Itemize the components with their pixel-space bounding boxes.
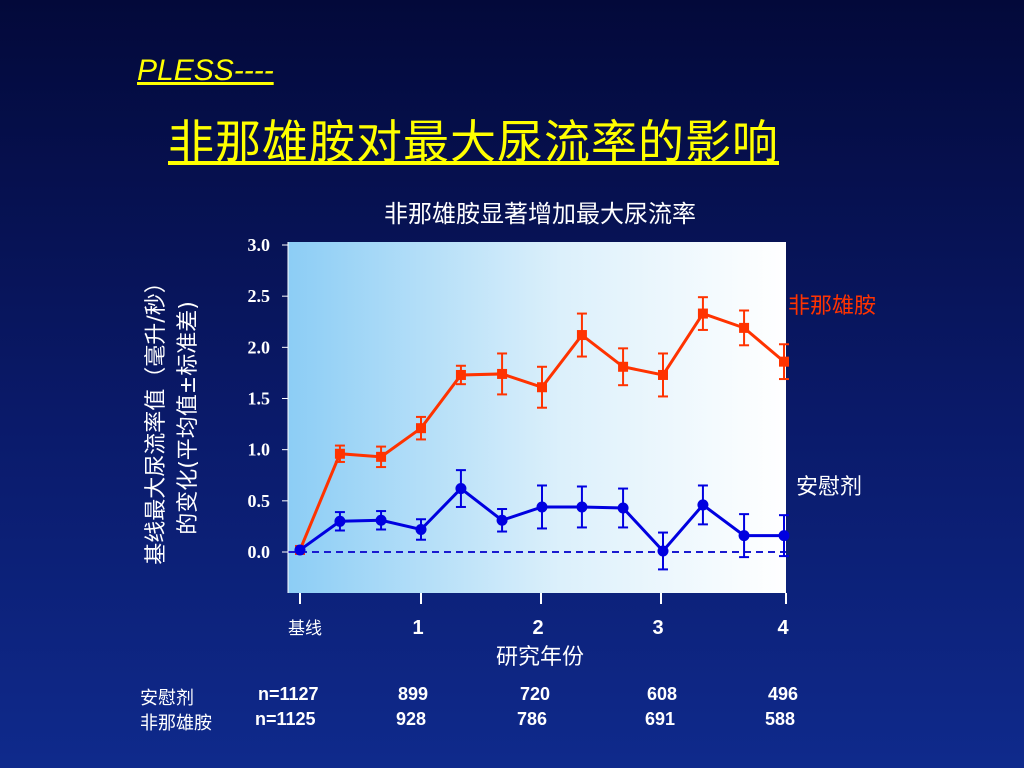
data-point bbox=[416, 423, 426, 434]
data-point bbox=[778, 530, 790, 542]
data-point bbox=[334, 448, 345, 459]
finasteride-count: 588 bbox=[765, 709, 796, 729]
x-axis-ticks: 基线 1 2 3 4 bbox=[288, 593, 789, 639]
finasteride-count: 928 bbox=[396, 709, 427, 729]
y-axis-label-line2: 的变化(平均值±标准差) bbox=[176, 301, 201, 535]
slide-title-cn: 非那雄胺对最大尿流率的影响 bbox=[168, 115, 779, 169]
y-tick-label: 2.5 bbox=[248, 286, 271, 306]
x-tick-label: 2 bbox=[532, 617, 543, 639]
data-point bbox=[618, 361, 629, 372]
placebo-count: 608 bbox=[647, 684, 678, 704]
data-point bbox=[496, 514, 508, 526]
data-point bbox=[617, 502, 629, 514]
finasteride-count: n=1125 bbox=[255, 709, 316, 729]
legend-finasteride: 非那雄胺 bbox=[788, 294, 876, 319]
placebo-count: 720 bbox=[520, 684, 551, 704]
y-tick-label: 3.0 bbox=[248, 235, 271, 255]
chart-title: 非那雄胺显著增加最大尿流率 bbox=[384, 200, 696, 228]
data-point bbox=[658, 369, 668, 380]
y-axis-ticks: 0.0 0.5 1.0 1.5 2.0 2.5 3.0 bbox=[248, 235, 288, 562]
y-tick-label: 1.5 bbox=[248, 389, 271, 409]
x-tick-label: 3 bbox=[652, 617, 663, 639]
placebo-count: 496 bbox=[768, 684, 799, 704]
data-point bbox=[294, 544, 306, 556]
placebo-count-row: 安慰剂 n=1127 899 720 608 496 bbox=[140, 684, 840, 709]
series-0 bbox=[295, 296, 789, 555]
x-tick-label: 4 bbox=[777, 617, 789, 639]
x-tick-label: 基线 bbox=[288, 619, 322, 639]
placebo-count: n=1127 bbox=[258, 684, 319, 704]
placebo-count: 899 bbox=[398, 684, 429, 704]
finasteride-count-row: 非那雄胺 n=1125 928 786 691 588 bbox=[140, 709, 840, 734]
data-point bbox=[536, 501, 548, 513]
data-point bbox=[697, 308, 708, 319]
series-layer bbox=[294, 296, 790, 571]
slide-title-en: PLESS---- bbox=[137, 54, 274, 87]
plot-area bbox=[288, 242, 786, 593]
finasteride-count: 691 bbox=[645, 709, 676, 729]
finasteride-count-label: 非那雄胺 bbox=[140, 713, 212, 734]
data-point bbox=[376, 451, 387, 462]
data-point bbox=[738, 530, 750, 542]
y-tick-label: 2.0 bbox=[248, 337, 271, 357]
y-tick-label: 0.0 bbox=[248, 542, 271, 562]
data-point bbox=[415, 523, 427, 535]
data-point bbox=[455, 483, 467, 495]
y-tick-label: 0.5 bbox=[248, 491, 271, 511]
data-point bbox=[697, 499, 709, 511]
data-point bbox=[576, 330, 587, 341]
data-point bbox=[537, 382, 547, 393]
x-tick-label: 1 bbox=[412, 617, 423, 639]
finasteride-count: 786 bbox=[517, 709, 548, 729]
data-point bbox=[576, 501, 588, 513]
data-point bbox=[334, 515, 346, 527]
y-axis-label-line1: 基线最大尿流率值（毫升/秒） bbox=[144, 271, 169, 564]
series-1 bbox=[294, 469, 790, 571]
data-point bbox=[779, 356, 789, 367]
data-point bbox=[375, 514, 387, 526]
data-point bbox=[497, 368, 508, 379]
data-point bbox=[657, 545, 669, 557]
data-point bbox=[455, 369, 466, 380]
x-axis-label: 研究年份 bbox=[496, 645, 584, 670]
legend-placebo: 安慰剂 bbox=[796, 475, 862, 500]
placebo-count-label: 安慰剂 bbox=[140, 688, 194, 709]
data-point bbox=[739, 322, 750, 333]
y-tick-label: 1.0 bbox=[248, 440, 271, 460]
